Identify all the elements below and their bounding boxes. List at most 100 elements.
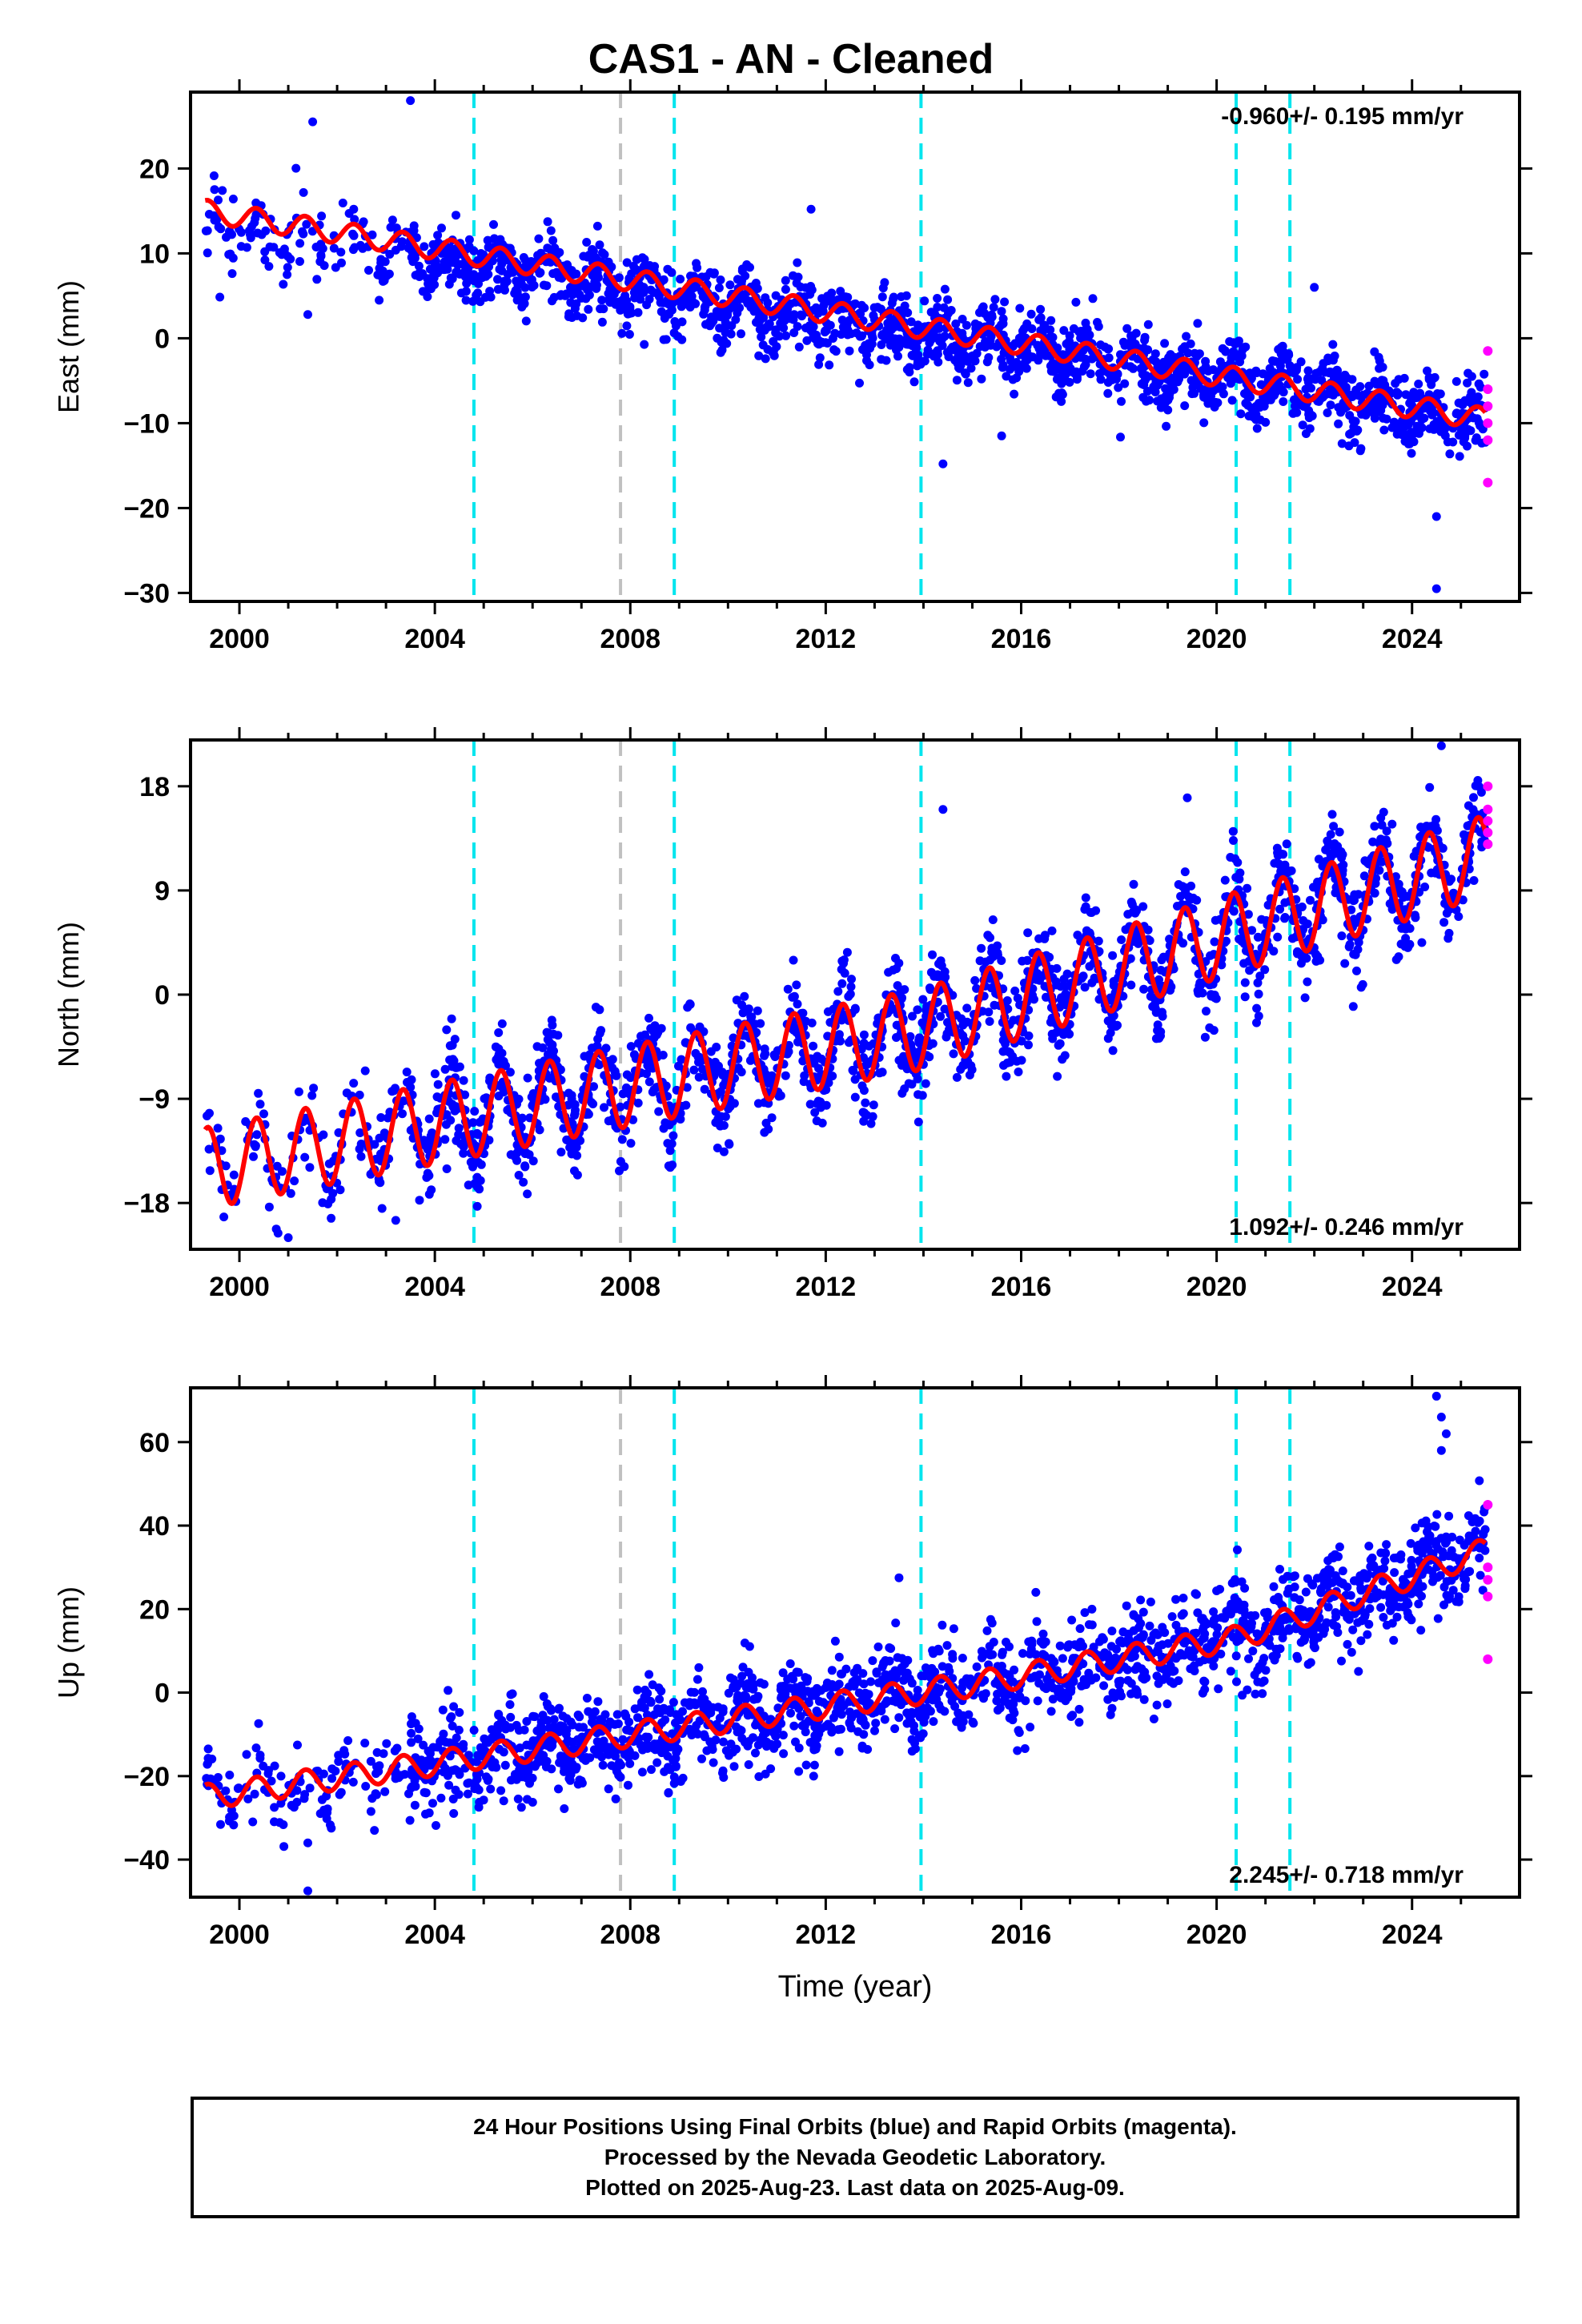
data-point <box>860 1108 869 1118</box>
data-point <box>294 1087 303 1096</box>
data-point <box>1218 344 1227 353</box>
data-point <box>283 263 292 272</box>
data-point <box>764 1077 773 1087</box>
data-point <box>809 1760 819 1770</box>
y-tick-label: −30 <box>123 578 170 609</box>
data-point <box>493 275 502 284</box>
data-point <box>683 1003 693 1012</box>
data-point <box>1145 936 1154 945</box>
data-point <box>750 1019 760 1029</box>
data-point <box>584 251 594 259</box>
data-point <box>649 1033 659 1043</box>
data-point <box>952 1072 962 1082</box>
y-tick-label: −20 <box>123 493 170 524</box>
data-point <box>299 187 308 197</box>
data-point <box>1218 382 1227 392</box>
data-point <box>1382 826 1391 836</box>
data-point <box>721 328 730 337</box>
data-point <box>588 1100 598 1108</box>
data-point <box>1013 1746 1022 1755</box>
data-point <box>1288 408 1298 418</box>
data-point <box>761 1069 770 1079</box>
data-point <box>378 276 387 286</box>
data-point <box>1143 925 1153 935</box>
data-point <box>271 1224 281 1234</box>
data-point <box>700 303 709 312</box>
data-point <box>452 211 460 220</box>
x-tick-label: 2012 <box>796 624 857 654</box>
data-point <box>1348 1002 1358 1011</box>
data-point <box>1228 826 1238 836</box>
data-point <box>836 1036 845 1046</box>
data-point <box>693 263 702 272</box>
data-point <box>1142 371 1150 380</box>
data-point <box>731 315 741 324</box>
data-point <box>488 256 497 266</box>
data-point <box>887 325 897 335</box>
data-point <box>956 1064 966 1074</box>
data-point <box>701 320 710 329</box>
data-point <box>1438 843 1447 853</box>
data-point <box>913 320 922 330</box>
data-point <box>754 351 764 360</box>
data-point <box>536 248 545 258</box>
data-point <box>1071 297 1081 307</box>
data-point <box>209 171 219 180</box>
data-point <box>203 248 212 258</box>
data-point <box>928 950 937 959</box>
data-point <box>710 1057 720 1067</box>
data-point <box>624 330 634 339</box>
data-point <box>792 980 801 990</box>
data-point <box>1337 1656 1346 1666</box>
data-point <box>532 1042 542 1051</box>
data-point <box>1126 897 1136 907</box>
data-point <box>505 1700 515 1709</box>
data-point <box>1305 424 1315 433</box>
data-point <box>1480 1507 1489 1517</box>
data-point <box>859 1679 869 1689</box>
data-point <box>474 1158 484 1167</box>
data-point <box>459 1148 468 1158</box>
data-point <box>552 267 561 277</box>
data-point <box>894 343 904 352</box>
data-point <box>517 1113 527 1123</box>
data-point <box>398 1109 407 1119</box>
data-point <box>754 1772 764 1781</box>
plot-area <box>202 1388 1493 1897</box>
data-point <box>858 1669 868 1679</box>
data-point <box>842 947 852 957</box>
data-point <box>366 1756 375 1766</box>
data-point <box>904 1079 913 1088</box>
data-point <box>1236 409 1246 419</box>
data-point <box>1073 931 1082 940</box>
data-point <box>604 257 613 267</box>
data-point <box>813 1051 822 1061</box>
data-point <box>1430 372 1439 382</box>
data-point <box>1132 906 1141 915</box>
data-point <box>1085 330 1094 340</box>
data-point <box>1308 374 1318 384</box>
data-point <box>1457 425 1466 435</box>
data-point <box>871 1719 881 1728</box>
data-point <box>409 226 419 235</box>
data-point <box>1146 1597 1155 1606</box>
data-point <box>1142 387 1152 396</box>
data-point <box>855 378 864 388</box>
data-point <box>742 260 752 269</box>
data-point <box>1152 1700 1162 1710</box>
data-point <box>335 1185 345 1195</box>
data-point <box>959 350 969 360</box>
data-point <box>1247 1618 1256 1628</box>
data-point <box>480 1094 489 1104</box>
data-point <box>961 1036 970 1046</box>
data-point <box>805 1100 815 1109</box>
data-point <box>286 255 295 263</box>
data-point <box>355 1090 364 1100</box>
data-point <box>598 1760 608 1770</box>
data-point <box>1188 383 1198 392</box>
data-point <box>699 1027 709 1036</box>
data-point <box>260 255 270 265</box>
data-point <box>815 353 825 363</box>
data-point <box>279 244 289 254</box>
